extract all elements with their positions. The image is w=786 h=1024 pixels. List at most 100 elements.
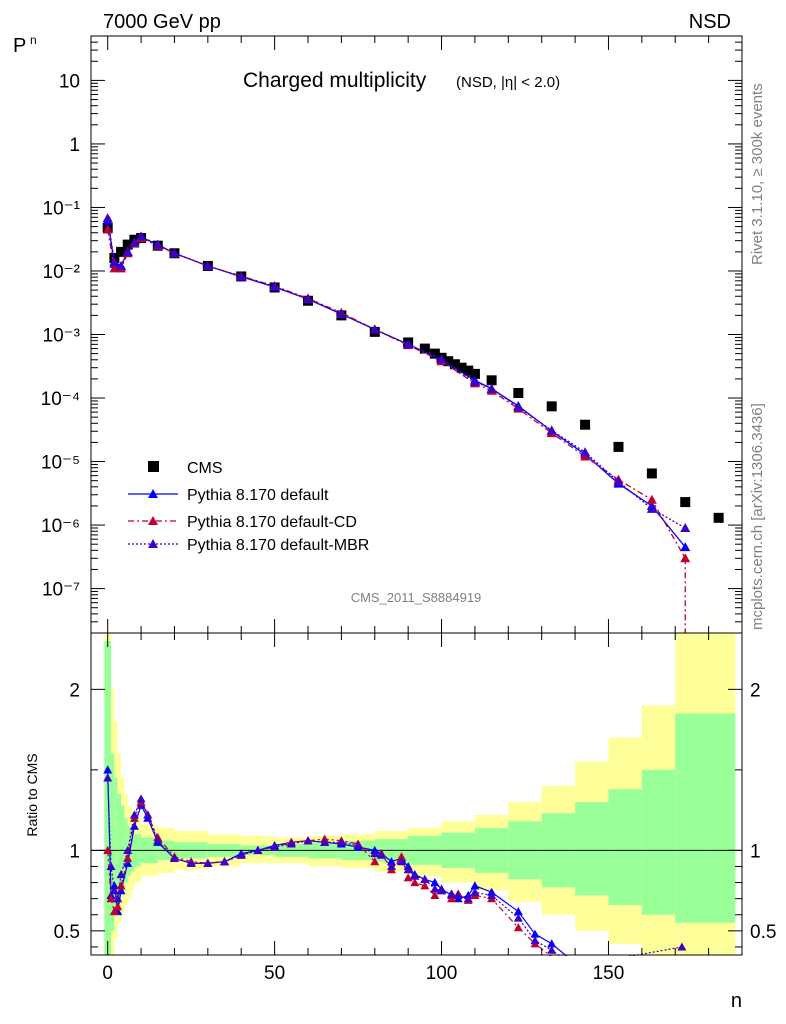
green-band-segment <box>104 641 112 955</box>
mc-data-point <box>469 376 480 386</box>
mc-data-point <box>109 256 120 266</box>
ratio-data-point <box>109 886 119 895</box>
mc-data-point <box>129 237 140 247</box>
legend-marker <box>148 516 158 525</box>
ratio-data-point <box>113 894 123 903</box>
mc-data-point <box>269 281 280 291</box>
ratio-data-point <box>470 881 480 890</box>
ratio-data-point <box>116 870 126 879</box>
y-tick-label: 10⁻⁷ <box>42 580 80 601</box>
mc-data-point <box>116 260 127 270</box>
ratio-data-point <box>220 857 230 866</box>
plot-title: Charged multiplicity <box>243 69 427 92</box>
cms-data-point <box>456 362 467 373</box>
ratio-ylabel: Ratio to CMS <box>24 753 40 836</box>
y-tick-label: 10⁻⁶ <box>41 516 80 537</box>
mc-data-point <box>136 231 147 241</box>
mc-data-point <box>680 542 691 552</box>
legend-marker <box>148 489 158 498</box>
green-band-segment <box>117 794 122 902</box>
ratio-data-point <box>106 861 116 871</box>
mc-data-point <box>646 494 657 504</box>
ratio-y-tick-label: 0.5 <box>54 922 80 943</box>
cms-data-point <box>443 356 454 367</box>
ratio-y-tick-label: 1 <box>69 841 80 862</box>
ratio-data-point <box>103 765 113 774</box>
mc-data-point <box>646 503 657 513</box>
y-tick-label: 10 <box>59 71 80 92</box>
green-band-segment <box>114 777 118 915</box>
ratio-data-point <box>376 850 386 859</box>
ratio-y-tick-label: 2 <box>69 680 80 701</box>
ratio-data-point <box>386 857 396 866</box>
ratio-data-point <box>463 894 473 903</box>
y-tick-label: 10⁻⁵ <box>41 453 80 474</box>
ratio-data-point <box>430 878 440 887</box>
mc-data-point <box>169 248 180 258</box>
ratio-series-line <box>107 800 576 972</box>
cms-data-point <box>122 239 133 250</box>
mc-data-point <box>236 271 247 281</box>
ratio-data-point <box>129 810 139 819</box>
ratio-data-point <box>453 890 463 900</box>
mc-data-point <box>303 294 313 304</box>
mc-series-line <box>107 229 686 559</box>
green-band-segment <box>608 789 642 906</box>
legend: CMS Pythia 8.170 default Pythia 8.170 defa… <box>128 460 369 554</box>
mc-data-point <box>403 339 414 349</box>
ratio-data-point <box>203 858 213 867</box>
ratio-y-tick-label-right: 1 <box>750 841 761 862</box>
ratio-data-point <box>153 836 163 845</box>
legend-label: Pythia 8.170 default-MBR <box>187 537 369 554</box>
ratio-data-point <box>236 850 246 859</box>
mc-data-point <box>486 383 497 393</box>
mc-data-point <box>680 553 691 563</box>
ratio-data-point <box>106 894 116 903</box>
cms-data-point <box>646 468 657 479</box>
green-band-segment <box>675 713 709 923</box>
ratio-data-point <box>123 845 133 854</box>
ratio-data-point <box>286 839 296 848</box>
ratio-series-line <box>107 769 576 964</box>
ratio-data-point <box>513 907 523 916</box>
mc-data-point <box>122 246 133 256</box>
green-band-segment <box>641 769 676 915</box>
ratio-data-point <box>470 887 480 896</box>
ratio-data-point <box>420 881 430 890</box>
mc-data-point <box>546 425 557 435</box>
ratio-data-point <box>253 845 263 854</box>
cms-data-point <box>429 348 440 359</box>
legend-label: CMS <box>187 460 223 477</box>
mc-data-point <box>513 402 524 412</box>
green-band-segment <box>708 713 736 923</box>
y-tick-label: 10⁻⁴ <box>41 389 80 410</box>
ratio-data-point <box>103 773 113 782</box>
ratio-data-point <box>109 907 119 916</box>
main-plot-area <box>102 213 724 633</box>
cms-data-point <box>680 497 691 508</box>
green-band-segment <box>575 802 609 896</box>
ratio-data-point <box>437 886 447 895</box>
ratio-data-point <box>109 881 119 890</box>
cms-data-point <box>419 343 430 354</box>
mc-data-point <box>336 309 347 319</box>
ratio-data-point <box>129 821 139 830</box>
mc-data-point <box>613 476 624 486</box>
ratio-data-point <box>270 842 280 851</box>
ratio-data-point <box>353 841 363 850</box>
ratio-data-point <box>430 884 440 893</box>
mcplots-label: mcplots.cern.ch [arXiv:1306.3436] <box>749 403 766 630</box>
ratio-data-point <box>396 857 406 866</box>
ratio-data-point <box>547 939 557 948</box>
legend-label: Pythia 8.170 default-CD <box>187 514 357 531</box>
green-band-segment <box>131 831 135 872</box>
header-left: 7000 GeV pp <box>103 11 221 33</box>
ratio-data-point <box>403 873 413 882</box>
cms-data-point <box>116 246 127 257</box>
ratio-data-point <box>103 845 113 854</box>
mc-data-point <box>436 354 447 364</box>
ratio-y-tick-label-right: 0.5 <box>750 922 776 943</box>
mc-data-point <box>580 447 591 457</box>
legend-marker <box>148 539 158 548</box>
